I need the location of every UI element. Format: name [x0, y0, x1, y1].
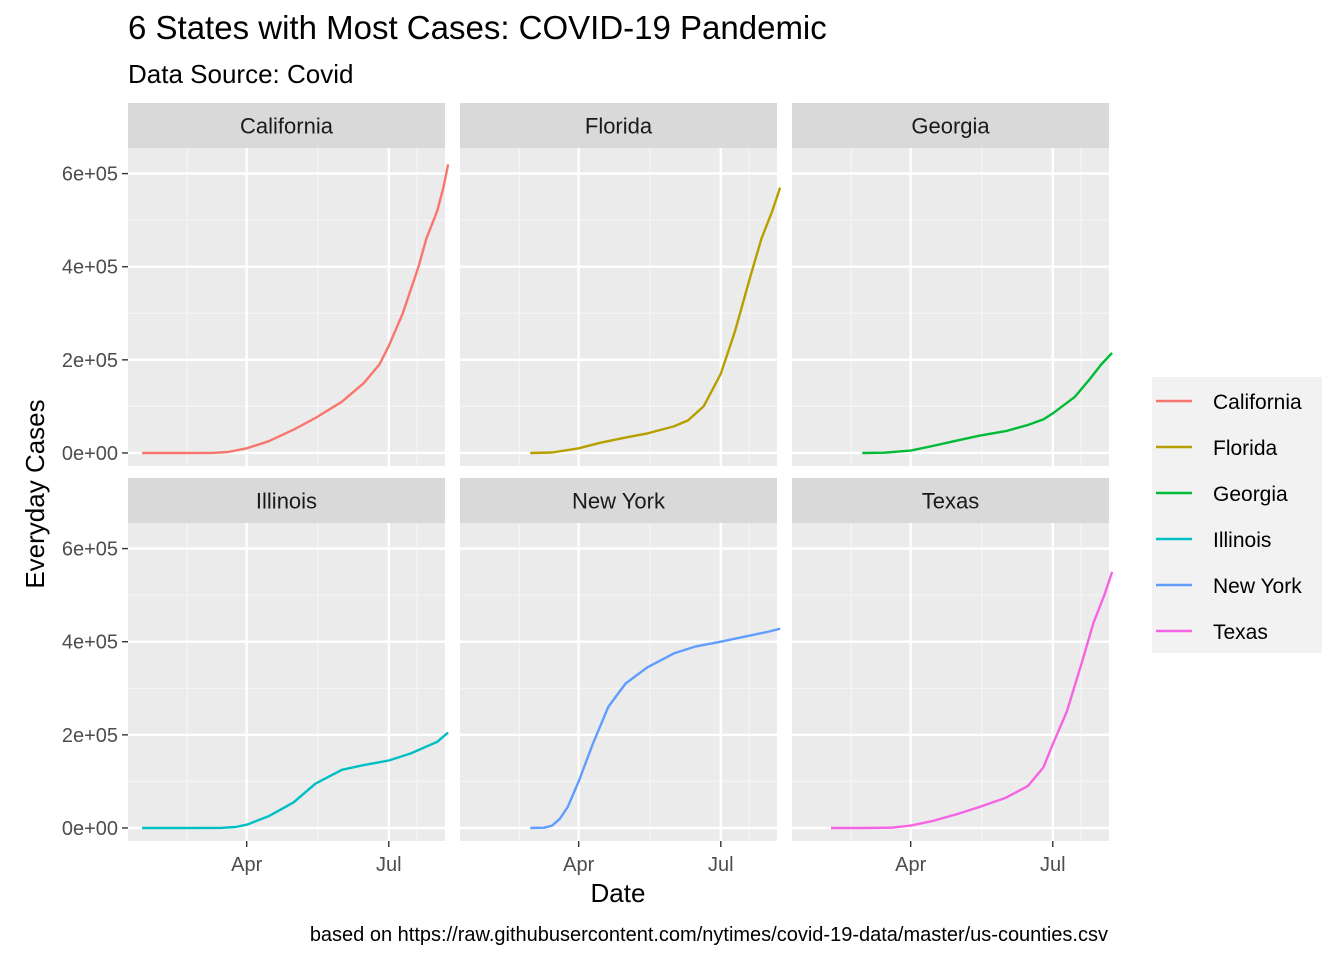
- strip-label: New York: [572, 489, 666, 514]
- y-tick-label: 0e+00: [62, 443, 118, 465]
- y-tick-label: 4e+05: [62, 632, 118, 654]
- panel-background: [792, 148, 1109, 466]
- x-axis-title: Date: [591, 878, 646, 908]
- y-axis-title: Everyday Cases: [20, 399, 50, 588]
- panel-background: [792, 523, 1109, 841]
- panel-background: [128, 523, 445, 841]
- legend-item-illinois: Illinois: [1156, 529, 1271, 552]
- series-line-new-york: [530, 627, 781, 830]
- legend-label: Georgia: [1213, 483, 1288, 506]
- x-tick-label: Jul: [708, 854, 734, 876]
- x-tick-label: Jul: [376, 854, 402, 876]
- legend: California Florida Georgia Illinois New York…: [1152, 377, 1322, 653]
- strip-label: California: [240, 114, 334, 139]
- y-tick-label: 0e+00: [62, 818, 118, 840]
- panel-background: [460, 148, 777, 466]
- legend-label: Texas: [1213, 621, 1268, 644]
- series-line-california: [142, 164, 450, 455]
- y-tick-label: 2e+05: [62, 725, 118, 747]
- legend-label: California: [1213, 391, 1302, 414]
- legend-item-texas: Texas: [1156, 621, 1268, 644]
- legend-label: Florida: [1213, 437, 1278, 460]
- legend-item-new-york: New York: [1156, 575, 1302, 598]
- y-tick-label: 4e+05: [62, 257, 118, 279]
- panel-background: [128, 148, 445, 466]
- series-line-illinois: [142, 731, 449, 830]
- panel-illinois: Illinois 0e+00 2e+05 4e+05 6e+05 Apr Jul: [62, 478, 449, 876]
- panel-florida: Florida: [460, 103, 782, 466]
- legend-label: New York: [1213, 575, 1302, 598]
- facet-panels: California 0e+00 2e+05 4e+05 6e+05 Florida Geo…: [62, 103, 1114, 876]
- series-line-texas: [831, 571, 1114, 830]
- chart-title: 6 States with Most Cases: COVID-19 Pande…: [128, 9, 827, 46]
- panel-texas: Texas Apr Jul: [792, 478, 1114, 876]
- x-tick-label: Apr: [231, 854, 262, 876]
- x-tick-label: Apr: [563, 854, 594, 876]
- panel-california: California 0e+00 2e+05 4e+05 6e+05: [62, 103, 450, 466]
- series-line-georgia: [862, 352, 1113, 455]
- legend-background: [1152, 377, 1322, 653]
- legend-item-florida: Florida: [1156, 437, 1278, 460]
- y-tick-label: 6e+05: [62, 539, 118, 561]
- x-tick-label: Jul: [1040, 854, 1066, 876]
- y-tick-label: 6e+05: [62, 164, 118, 186]
- strip-label: Georgia: [911, 114, 990, 139]
- chart-caption: based on https://raw.githubusercontent.c…: [310, 924, 1108, 946]
- strip-background: [128, 478, 445, 523]
- panel-background: [460, 523, 777, 841]
- chart-subtitle: Data Source: Covid: [128, 59, 353, 89]
- legend-label: Illinois: [1213, 529, 1271, 552]
- strip-background: [792, 478, 1109, 523]
- strip-background: [460, 103, 777, 148]
- panel-georgia: Georgia: [792, 103, 1113, 466]
- strip-label: Illinois: [256, 489, 317, 514]
- strip-background: [128, 103, 445, 148]
- strip-label: Texas: [922, 489, 979, 514]
- strip-background: [792, 103, 1109, 148]
- legend-item-georgia: Georgia: [1156, 483, 1288, 506]
- legend-item-california: California: [1156, 391, 1302, 414]
- series-line-florida: [530, 187, 782, 455]
- y-tick-label: 2e+05: [62, 350, 118, 372]
- panel-new-york: New York Apr Jul: [460, 478, 781, 876]
- strip-label: Florida: [585, 114, 653, 139]
- x-tick-label: Apr: [895, 854, 926, 876]
- strip-background: [460, 478, 777, 523]
